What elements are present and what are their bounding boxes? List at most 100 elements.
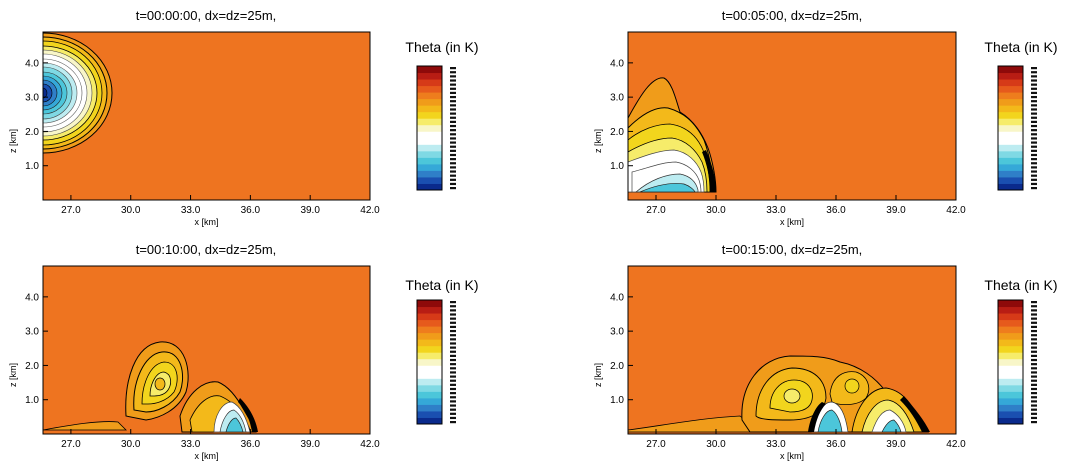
colorbar-tick-mark (1031, 112, 1037, 115)
colorbar-segment (417, 98, 442, 106)
colorbar-segment (998, 144, 1023, 152)
colorbar-frame (416, 65, 443, 191)
colorbar-segment (998, 319, 1023, 327)
colorbar-tick-mark (450, 400, 456, 403)
colorbar-segment (998, 300, 1023, 308)
colorbar-tick-mark (450, 166, 456, 169)
colorbar-segment (998, 66, 1023, 74)
colorbar-tick-mark (450, 346, 456, 349)
colorbar-tick-mark (450, 325, 456, 329)
colorbar-segment (417, 66, 442, 74)
colorbar-tick-mark (1031, 408, 1037, 411)
x-axis-label: x [km] (195, 217, 219, 227)
colorbar-tick-mark (1031, 354, 1037, 357)
x-tick-label: 39.0 (300, 205, 320, 216)
colorbar-tick-mark (1031, 338, 1037, 341)
colorbar-tick-mark (1031, 325, 1037, 329)
colorbar-tick-mark (1031, 383, 1037, 386)
colorbar-tick-mark (450, 358, 456, 362)
colorbar-tick-mark (450, 321, 456, 324)
panel-title: t=00:15:00, dx=dz=25m, (722, 242, 863, 257)
colorbar-tick-mark (450, 379, 456, 382)
colorbar-tick-mark (1031, 404, 1037, 407)
x-tick-label: 39.0 (886, 439, 906, 450)
colorbar-tick-mark (450, 129, 456, 132)
colorbar-segment (998, 306, 1023, 314)
y-tick-label: 1.0 (610, 161, 624, 172)
colorbar-segment (417, 170, 442, 178)
colorbar-tick-mark (1031, 317, 1037, 320)
colorbar-tick-mark (1031, 350, 1037, 353)
colorbar-segment (998, 157, 1023, 165)
colorbar-tick-mark (450, 334, 456, 337)
colorbar-tick-mark (1031, 124, 1037, 128)
colorbar-segment (417, 131, 442, 139)
colorbar-segment (998, 85, 1023, 93)
colorbar-segment (998, 352, 1023, 360)
colorbar-tick-mark (1031, 416, 1037, 420)
plot-frame (627, 31, 957, 201)
colorbar-segment (998, 384, 1023, 392)
panel-title: t=00:05:00, dx=dz=25m, (722, 8, 863, 23)
x-tick-label: 42.0 (360, 205, 380, 216)
x-tick-label: 36.0 (241, 439, 261, 450)
x-tick-label: 27.0 (61, 205, 81, 216)
colorbar-segment (417, 404, 442, 412)
colorbar-tick-mark (1031, 153, 1037, 157)
colorbar-tick-mark (1031, 305, 1037, 308)
colorbar-segment (998, 92, 1023, 100)
x-tick-label: 42.0 (946, 205, 966, 216)
contour-field (628, 355, 930, 433)
x-tick-label: 42.0 (946, 439, 966, 450)
x-tick-label: 33.0 (766, 205, 786, 216)
y-axis-label: z [km] (8, 129, 18, 153)
colorbar-tick-mark (450, 367, 456, 370)
colorbar-segment (998, 79, 1023, 87)
y-tick-label: 4.0 (25, 292, 39, 303)
colorbar-segment (998, 378, 1023, 386)
y-tick-label: 4.0 (610, 292, 624, 303)
colorbar-tick-mark (450, 75, 456, 78)
x-tick-label: 33.0 (766, 439, 786, 450)
colorbar-tick-mark (1031, 346, 1037, 349)
colorbar-segment (417, 137, 442, 145)
colorbar-segment (998, 176, 1023, 184)
y-tick-label: 2.0 (610, 361, 624, 372)
y-axis-label: z [km] (8, 363, 18, 387)
colorbar-tick-mark (450, 187, 456, 190)
colorbar-tick-mark (450, 408, 456, 411)
colorbar-tick-mark (450, 71, 456, 74)
colorbar-segment (998, 365, 1023, 373)
colorbar-tick-mark (450, 95, 456, 99)
colorbar-tick-mark (450, 162, 456, 165)
colorbar-tick-mark (450, 104, 456, 107)
colorbar-segment (998, 105, 1023, 113)
colorbar-segment (417, 183, 442, 191)
colorbar-tick-mark (1031, 133, 1037, 136)
colorbar-tick-mark (450, 112, 456, 115)
colorbar-tick-mark (450, 416, 456, 420)
colorbar-tick-mark (1031, 174, 1037, 177)
x-tick-label: 36.0 (826, 205, 846, 216)
colorbar-segment (417, 72, 442, 80)
colorbar-tick-mark (450, 83, 456, 86)
colorbar-segment (998, 391, 1023, 399)
colorbar-tick-mark (450, 149, 456, 152)
colorbar-tick-mark (450, 87, 456, 90)
x-tick-label: 36.0 (826, 439, 846, 450)
y-tick-label: 3.0 (25, 327, 39, 338)
colorbar-tick-mark (1031, 182, 1037, 186)
colorbar-segment (417, 345, 442, 353)
colorbar-segment (998, 137, 1023, 145)
colorbar-segment (417, 163, 442, 171)
colorbar-tick-mark (450, 153, 456, 157)
x-tick-label: 30.0 (706, 205, 726, 216)
colorbar-tick-mark (1031, 329, 1037, 333)
colorbar-segment (417, 410, 442, 418)
colorbar-segment (417, 150, 442, 158)
colorbar-segment (998, 410, 1023, 418)
colorbar-tick-mark (1031, 367, 1037, 370)
plot-frame (627, 265, 957, 435)
colorbar-segment (417, 352, 442, 360)
y-axis-label: z [km] (593, 363, 603, 387)
